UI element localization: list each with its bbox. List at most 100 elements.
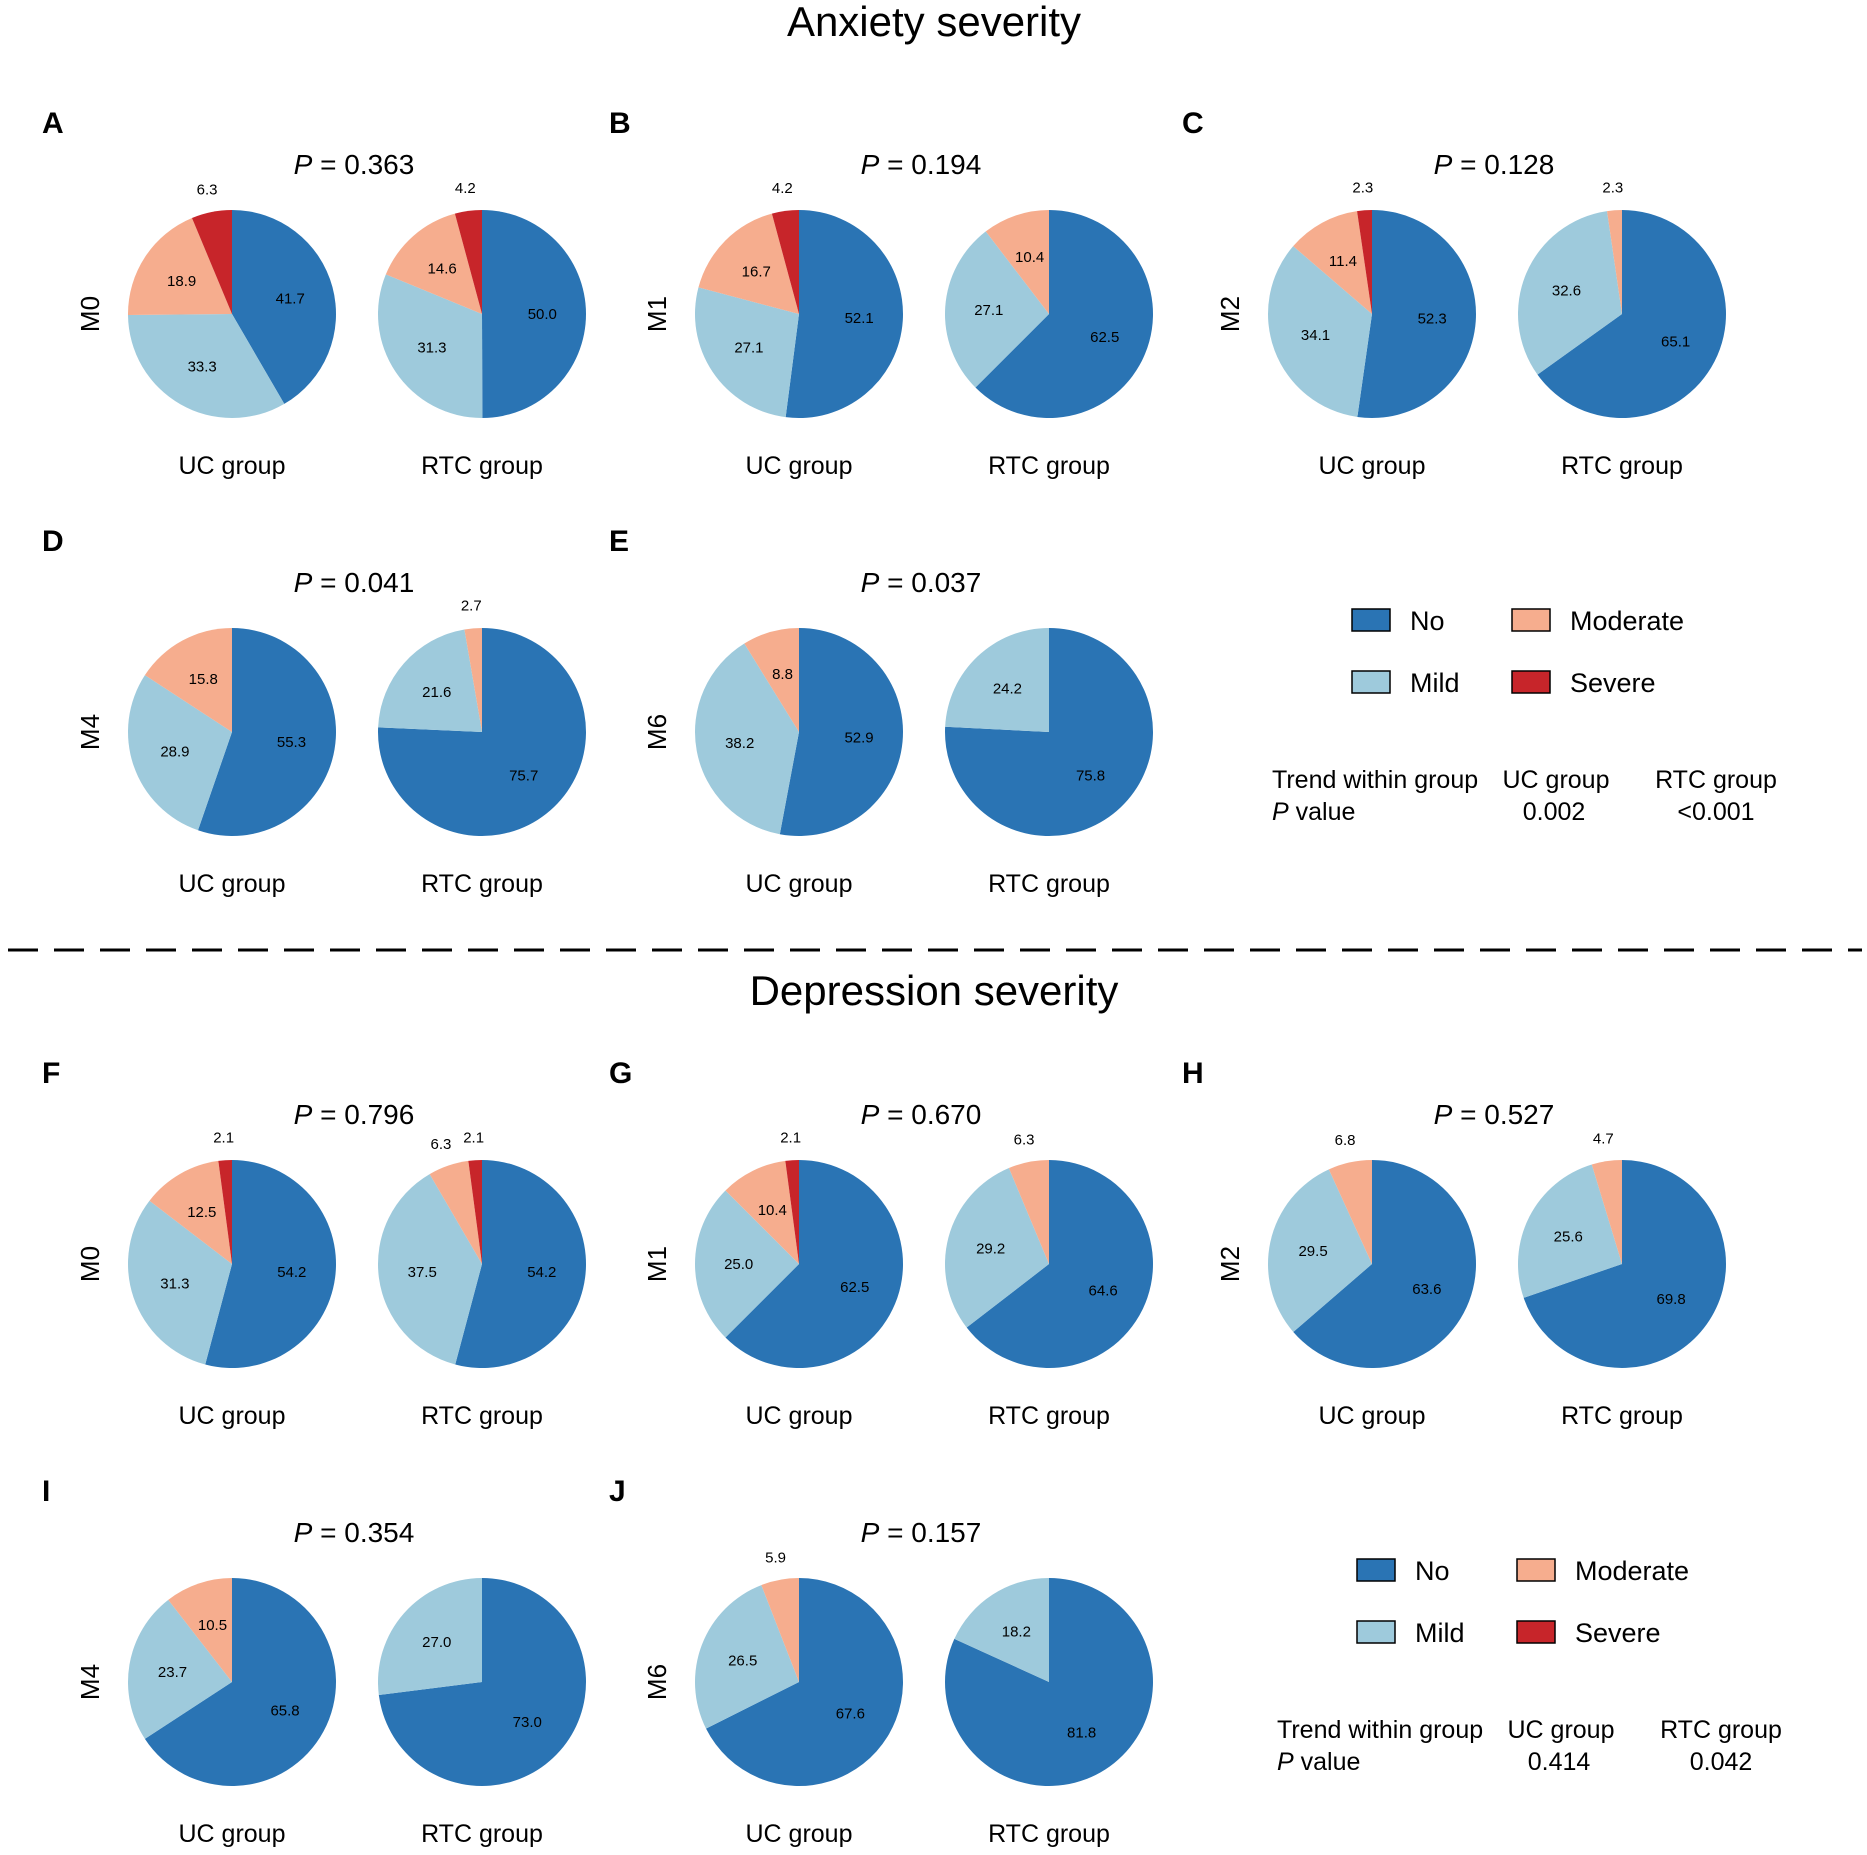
group-label: RTC group (1561, 452, 1683, 480)
trend-rtc-value: 0.042 (1690, 1748, 1753, 1776)
pie-slice-mild (945, 628, 1049, 732)
panel-letter: H (1182, 1057, 1204, 1090)
panel-letter: J (609, 1475, 626, 1508)
slice-label-mild: 38.2 (725, 735, 754, 752)
trend-uc-value: 0.002 (1523, 798, 1586, 826)
slice-label-no: 52.9 (844, 730, 873, 747)
pie-slice-mild (128, 314, 285, 418)
trend-p-label: P value (1277, 1748, 1360, 1776)
panel-e: E P = 0.037 M6 52.9 38.2 8.8 UC group 75.8 24.2 R… (609, 525, 1154, 898)
legend-label: Moderate (1575, 1556, 1689, 1586)
slice-label-moderate: 2.7 (461, 598, 482, 615)
pie-slice-moderate (127, 218, 232, 315)
slice-label-mild: 25.0 (724, 1256, 753, 1273)
panel-c: C P = 0.128 M2 52.3 34.1 11.4 2.3 UC group 65.1 3… (1182, 107, 1726, 480)
p-value-label: P = 0.194 (861, 149, 982, 180)
slice-label-severe: 2.1 (213, 1129, 234, 1146)
pie-slice-moderate (744, 628, 799, 732)
pie-slice-mild (378, 1578, 482, 1696)
pie-rtc-group: 62.5 27.1 10.4 RTC group (945, 210, 1153, 480)
panel-b: B P = 0.194 M1 52.1 27.1 16.7 4.2 UC group 62.5 2… (609, 107, 1153, 480)
slice-label-no: 63.6 (1412, 1281, 1441, 1298)
slice-label-no: 62.5 (1090, 329, 1119, 346)
p-value-label: P = 0.157 (861, 1517, 982, 1548)
pie-slice-moderate (1328, 1160, 1372, 1264)
pie-uc-group: 52.9 38.2 8.8 UC group (695, 628, 904, 898)
legend-label: No (1415, 1556, 1450, 1586)
slice-label-no: 75.8 (1076, 768, 1105, 785)
slice-label-mild: 26.5 (728, 1652, 757, 1669)
slice-label-mild: 34.1 (1301, 327, 1330, 344)
slice-label-severe: 2.1 (463, 1129, 484, 1146)
panel-letter: A (42, 107, 64, 140)
timepoint-label: M4 (75, 714, 105, 750)
slice-label-mild: 27.1 (974, 302, 1003, 319)
pie-slice-no (482, 210, 587, 418)
pie-slice-severe (218, 1160, 232, 1264)
slice-label-mild: 27.1 (734, 340, 763, 357)
trend-label: Trend within group (1277, 1716, 1483, 1744)
slice-label-moderate: 15.8 (189, 671, 218, 688)
pie-slice-moderate (698, 213, 799, 314)
slice-label-no: 65.8 (270, 1703, 299, 1720)
legend-item-severe: Severe (1511, 668, 1656, 698)
pie-slice-moderate (429, 1160, 482, 1264)
legend-label: Moderate (1570, 606, 1684, 636)
group-label: RTC group (988, 1402, 1110, 1430)
pie-slice-severe (785, 1160, 799, 1264)
slice-label-no: 62.5 (840, 1279, 869, 1296)
timepoint-label: M1 (642, 1246, 672, 1282)
slice-label-mild: 31.3 (417, 340, 446, 357)
trend-rtc-header: RTC group (1660, 1716, 1782, 1744)
pie-slice-no (779, 628, 904, 836)
legend-item-mild: Mild (1356, 1618, 1465, 1648)
slice-label-mild: 27.0 (422, 1634, 451, 1651)
pie-uc-group: 55.3 28.9 15.8 UC group (128, 628, 336, 898)
pie-slice-moderate (1607, 210, 1622, 314)
legend-label: Mild (1410, 668, 1460, 698)
pie-slice-mild (378, 274, 483, 418)
slice-label-moderate: 2.3 (1602, 179, 1623, 196)
pie-slice-no (1357, 210, 1476, 418)
pie-slice-mild (377, 1174, 482, 1365)
slice-label-moderate: 4.7 (1593, 1130, 1614, 1147)
legend-item-no: No (1356, 1556, 1450, 1586)
slice-label-moderate: 10.4 (758, 1202, 787, 1219)
pie-slice-mild (954, 1578, 1049, 1682)
slice-label-no: 54.2 (277, 1264, 306, 1281)
slice-label-mild: 18.2 (1002, 1623, 1031, 1640)
slice-label-mild: 31.3 (160, 1275, 189, 1292)
trend-uc-header: UC group (1503, 766, 1610, 794)
legend-swatch-no (1356, 1558, 1396, 1582)
group-label: UC group (746, 452, 853, 480)
panel-letter: I (42, 1475, 50, 1508)
slice-label-mild: 28.9 (160, 744, 189, 761)
pie-slice-no (205, 1160, 336, 1368)
group-label: UC group (746, 1820, 853, 1848)
slice-label-no: 67.6 (836, 1706, 865, 1723)
slice-label-mild: 23.7 (158, 1664, 187, 1681)
timepoint-label: M0 (75, 1246, 105, 1282)
slice-label-moderate: 8.8 (772, 666, 793, 683)
panel-letter: G (609, 1057, 632, 1090)
pie-slice-moderate (985, 210, 1049, 314)
pie-slice-moderate (168, 1578, 232, 1682)
slice-label-moderate: 14.6 (428, 261, 457, 278)
pie-rtc-group: 54.2 37.5 6.3 2.1 RTC group (377, 1129, 586, 1430)
pie-slice-no (232, 210, 337, 404)
pie-slice-mild (695, 1585, 799, 1729)
pie-uc-group: 52.3 34.1 11.4 2.3 UC group (1267, 179, 1476, 480)
slice-label-moderate: 6.3 (1014, 1132, 1035, 1149)
pie-rtc-group: 75.7 21.6 2.7 RTC group (378, 598, 586, 898)
section-title-depression: Depression severity (750, 967, 1119, 1014)
group-label: UC group (746, 1402, 853, 1430)
p-value-label: P = 0.796 (294, 1099, 415, 1130)
pie-slice-no (785, 210, 904, 418)
pie-slice-no (966, 1160, 1153, 1368)
legend-label: Severe (1575, 1618, 1661, 1648)
trend-uc-header: UC group (1508, 1716, 1615, 1744)
pie-slice-severe (468, 1160, 482, 1264)
pie-slice-mild (378, 629, 482, 732)
pie-slice-mild (127, 1200, 232, 1365)
pie-slice-no (1293, 1160, 1476, 1368)
